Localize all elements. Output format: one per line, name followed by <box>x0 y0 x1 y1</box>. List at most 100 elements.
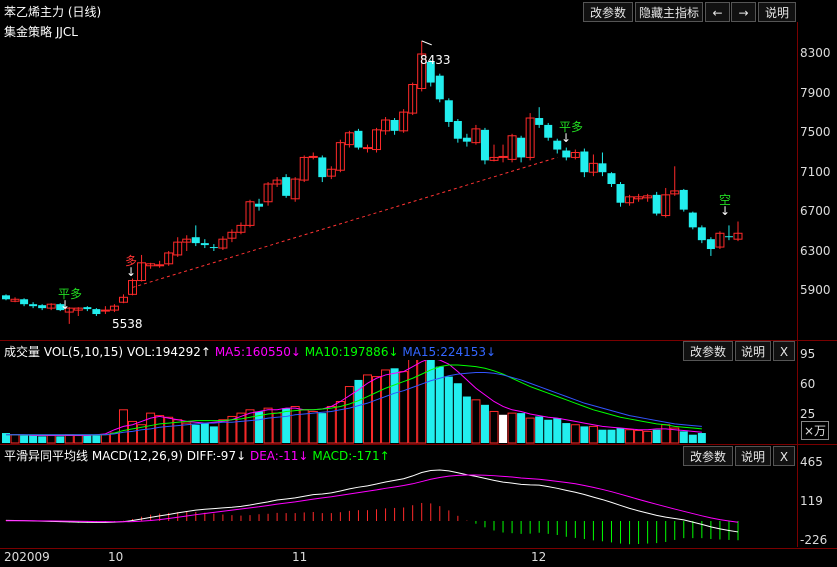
volume-chart[interactable] <box>0 360 797 444</box>
candle-body <box>435 75 444 100</box>
candle-body <box>724 236 733 238</box>
volume-bar <box>588 425 598 444</box>
price-tick: 7100 <box>800 165 831 179</box>
candle-body <box>362 147 372 150</box>
macd-close-button[interactable]: X <box>773 446 795 466</box>
price-tick: 8300 <box>800 46 831 60</box>
volume-close-button[interactable]: X <box>773 341 795 361</box>
candle-body <box>100 309 110 312</box>
candle-body <box>372 129 382 151</box>
volume-bar <box>535 416 544 443</box>
candle-body <box>128 280 138 295</box>
signal-arrow-2: ↓ <box>126 265 137 279</box>
candle-body <box>2 295 10 300</box>
candle-body <box>634 196 644 200</box>
candle-body <box>227 231 237 239</box>
candle-body <box>390 119 399 131</box>
volume-bar <box>553 418 562 443</box>
candle-body <box>426 61 435 83</box>
candle-body <box>399 111 409 132</box>
candle-body <box>580 151 589 173</box>
signal-arrow-3: ↓ <box>561 131 572 145</box>
candle-body <box>652 194 661 214</box>
volume-unit-label: ×万 <box>801 421 830 440</box>
high-price-label: 8433 <box>420 53 451 67</box>
volume-ma15-line <box>6 371 702 436</box>
candle-body <box>706 239 715 250</box>
signal-arrow-4: ↓ <box>720 204 731 218</box>
volume-bar <box>408 360 418 444</box>
candle-body <box>517 137 526 158</box>
macd-dea: DEA:-11↓ <box>249 449 309 463</box>
price-tick: 6700 <box>800 204 831 218</box>
x-axis-label: 12 <box>531 550 547 564</box>
candle-body <box>218 238 228 249</box>
volume-bar <box>661 424 671 444</box>
volume-bar <box>634 430 644 444</box>
x-axis-label: 11 <box>292 550 308 564</box>
volume-bar <box>462 396 471 443</box>
price-axis-divider <box>797 22 798 547</box>
volume-ma5: MA5:160550↓ <box>214 345 301 359</box>
candle-body <box>182 238 192 243</box>
volume-params-button[interactable]: 改参数 <box>683 341 733 361</box>
volume-bar <box>56 436 65 443</box>
signal-long: 多 <box>125 254 138 268</box>
candle-body <box>263 183 273 203</box>
candle-body <box>46 303 56 309</box>
macd-help-button[interactable]: 说明 <box>735 446 771 466</box>
candle-body <box>607 173 616 185</box>
candle-body <box>553 140 562 150</box>
volume-bar <box>73 435 83 444</box>
candle-body <box>10 298 20 302</box>
volume-bar <box>480 404 489 443</box>
candle-body <box>598 163 607 173</box>
candle-body <box>643 195 653 199</box>
volume-bar <box>354 379 363 443</box>
x-axis-label: 10 <box>108 550 124 564</box>
volume-bar <box>417 360 427 444</box>
candle-body <box>688 212 697 228</box>
price-chart[interactable] <box>0 22 797 340</box>
right-arrow-button[interactable]: → <box>731 2 756 22</box>
high-marker <box>421 40 432 46</box>
volume-ma10-line <box>6 364 702 436</box>
candle-body <box>535 118 544 125</box>
candle-body <box>417 53 427 89</box>
volume-bar <box>580 426 589 443</box>
candle-body <box>697 227 706 241</box>
window-title: 苯乙烯主力 (日线) <box>4 5 102 19</box>
price-tick: 7500 <box>800 125 831 139</box>
hide-main-indicator-button[interactable]: 隐藏主指标 <box>635 2 703 22</box>
candle-body <box>444 100 453 122</box>
macd-tick: 119 <box>800 494 823 508</box>
volume-header: 成交量 VOL(5,10,15) VOL:194292↑ MA5:160550↓… <box>4 343 496 360</box>
volume-bar <box>200 423 209 443</box>
candle-body <box>354 130 363 148</box>
volume-bar <box>290 405 300 444</box>
volume-bar <box>282 408 291 443</box>
volume-help-button[interactable]: 说明 <box>735 341 771 361</box>
candle-body <box>661 194 671 217</box>
volume-bar <box>299 409 309 444</box>
macd-params-button[interactable]: 改参数 <box>683 446 733 466</box>
macd-chart[interactable] <box>0 463 797 548</box>
candle-body <box>507 135 517 160</box>
macd-tick: 465 <box>800 455 823 469</box>
volume-bar <box>598 429 607 443</box>
x-axis-label: 202009 <box>4 550 50 564</box>
volume-bar <box>308 410 318 444</box>
volume-bar <box>137 424 147 444</box>
params-button[interactable]: 改参数 <box>583 2 633 22</box>
volume-bar <box>372 376 382 444</box>
left-arrow-button[interactable]: ← <box>705 2 730 22</box>
candle-body <box>118 296 128 303</box>
candle-body <box>498 155 508 158</box>
volume-bar <box>562 423 571 443</box>
help-button[interactable]: 说明 <box>758 2 796 22</box>
volume-bar <box>525 417 535 444</box>
candle-body <box>272 179 282 185</box>
volume-bar <box>118 409 128 444</box>
volume-bar <box>344 386 354 444</box>
candle-body <box>255 203 264 207</box>
